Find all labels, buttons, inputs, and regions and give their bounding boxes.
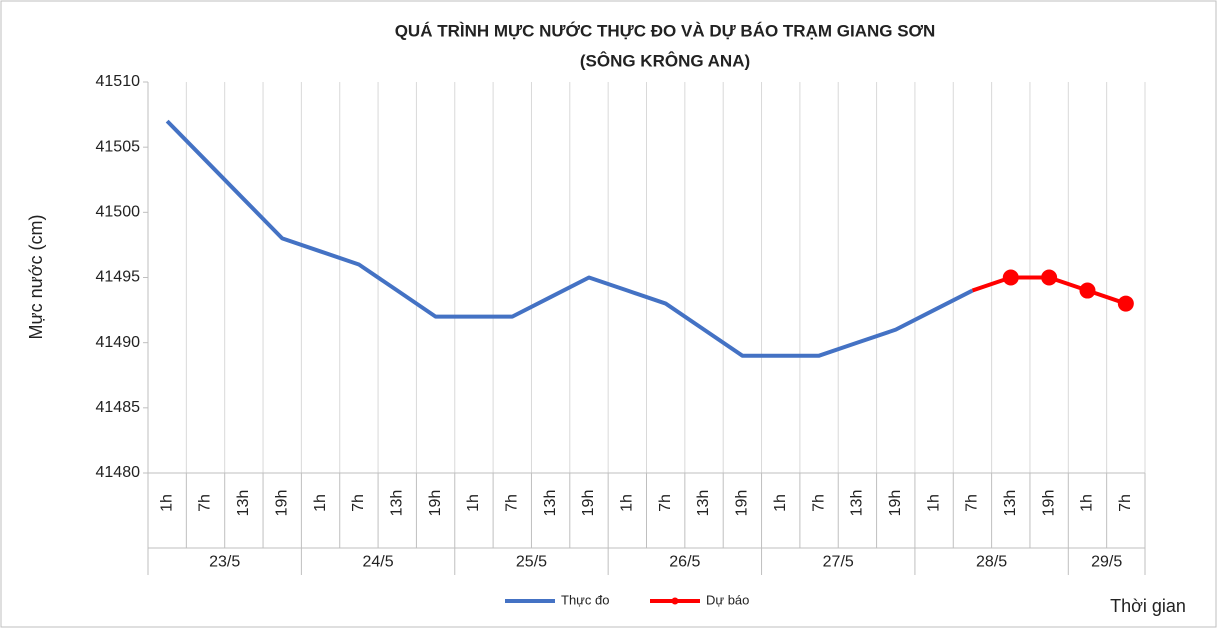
chart-subtitle: (SÔNG KRÔNG ANA) [580, 51, 750, 70]
y-tick-label: 41480 [96, 464, 141, 481]
x-tick-label: 13h [849, 490, 866, 517]
y-tick-label: 41495 [96, 269, 141, 286]
group-label: 25/5 [516, 554, 547, 571]
x-tick-label: 13h [235, 490, 252, 517]
y-axis-label: Mực nước (cm) [26, 215, 46, 340]
x-tick-label: 7h [350, 494, 367, 512]
point-marker [1041, 269, 1058, 286]
line-series [165, 119, 974, 358]
x-tick-label: 13h [542, 490, 559, 517]
legend-label: Thực đo [561, 592, 609, 607]
x-tick-label: 1h [772, 494, 789, 512]
group-label: 29/5 [1091, 554, 1122, 571]
x-tick-label: 1h [619, 494, 636, 512]
y-tick-label: 41505 [96, 138, 141, 155]
x-tick-label: 7h [197, 494, 214, 512]
x-tick-label: 19h [734, 490, 751, 517]
x-tick-label: 7h [657, 494, 674, 512]
x-tick-label: 7h [964, 494, 981, 512]
group-label: 27/5 [823, 554, 854, 571]
x-axis-label: Thời gian [1110, 596, 1186, 616]
legend-marker [671, 597, 679, 605]
x-tick-label: 1h [158, 494, 175, 512]
group-label: 24/5 [363, 554, 394, 571]
x-tick-label: 13h [388, 490, 405, 517]
x-tick-label: 1h [465, 494, 482, 512]
point-marker [1117, 295, 1134, 312]
group-label: 26/5 [669, 554, 700, 571]
point-marker [1002, 269, 1019, 286]
x-tick-label: 13h [695, 490, 712, 517]
group-label: 23/5 [209, 554, 240, 571]
x-tick-label: 19h [273, 490, 290, 517]
y-tick-label: 41500 [96, 204, 141, 221]
x-tick-label: 1h [1079, 494, 1096, 512]
x-tick-label: 7h [810, 494, 827, 512]
x-tick-label: 7h [504, 494, 521, 512]
y-tick-label: 41510 [96, 73, 141, 90]
x-tick-label: 19h [887, 490, 904, 517]
x-tick-label: 19h [580, 490, 597, 517]
x-tick-label: 7h [1117, 494, 1134, 512]
x-tick-label: 19h [427, 490, 444, 517]
y-tick-label: 41490 [96, 334, 141, 351]
x-tick-label: 13h [1002, 490, 1019, 517]
y-tick-label: 41485 [96, 399, 141, 416]
point-marker [1079, 282, 1096, 299]
legend-label: Dự báo [706, 592, 749, 607]
chart-title: QUÁ TRÌNH MỰC NƯỚC THỰC ĐO VÀ DỰ BÁO TRẠ… [395, 21, 936, 40]
group-label: 28/5 [976, 554, 1007, 571]
x-tick-label: 19h [1040, 490, 1057, 517]
x-tick-label: 1h [925, 494, 942, 512]
x-tick-label: 1h [312, 494, 329, 512]
